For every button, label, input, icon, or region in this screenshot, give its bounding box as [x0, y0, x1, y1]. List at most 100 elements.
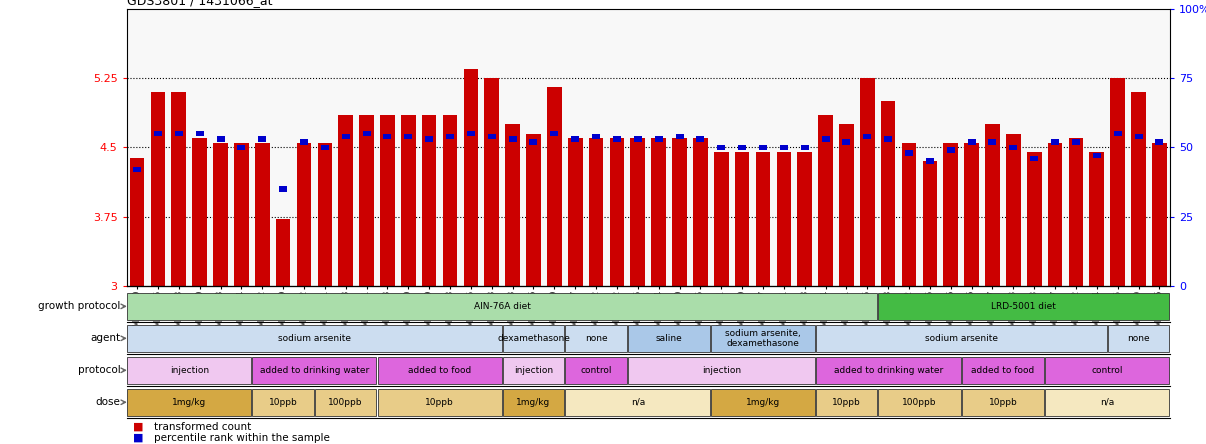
- Bar: [548, 87, 562, 286]
- Bar: [1072, 139, 1079, 145]
- Bar: [631, 138, 645, 286]
- Text: 10ppb: 10ppb: [426, 398, 453, 407]
- Bar: [566, 325, 627, 352]
- Bar: [505, 124, 520, 286]
- Bar: [589, 138, 603, 286]
- Bar: [503, 325, 564, 352]
- Text: 1mg/kg: 1mg/kg: [172, 398, 206, 407]
- Bar: [1155, 139, 1164, 145]
- Bar: [628, 357, 814, 384]
- Text: GDS3801 / 1431066_at: GDS3801 / 1431066_at: [127, 0, 273, 7]
- Text: transformed count: transformed count: [154, 422, 252, 432]
- Bar: [902, 143, 917, 286]
- Bar: [509, 136, 516, 142]
- Bar: [359, 115, 374, 286]
- Text: LRD-5001 diet: LRD-5001 diet: [991, 302, 1056, 311]
- Bar: [422, 115, 437, 286]
- Bar: [712, 325, 814, 352]
- Bar: [195, 131, 204, 136]
- Text: dose: dose: [95, 397, 121, 407]
- Bar: [128, 293, 877, 320]
- Bar: [1030, 156, 1038, 161]
- Bar: [321, 145, 329, 150]
- Text: n/a: n/a: [1100, 398, 1114, 407]
- Bar: [609, 138, 625, 286]
- Text: ■: ■: [133, 433, 144, 443]
- Text: added to drinking water: added to drinking water: [259, 366, 369, 375]
- Bar: [1048, 143, 1062, 286]
- Bar: [777, 152, 791, 286]
- Bar: [759, 145, 767, 150]
- Bar: [712, 388, 814, 416]
- Bar: [756, 152, 771, 286]
- Bar: [217, 136, 224, 142]
- Bar: [446, 134, 453, 139]
- Bar: [967, 139, 976, 145]
- Bar: [818, 115, 833, 286]
- Bar: [734, 152, 749, 286]
- Bar: [252, 388, 314, 416]
- Bar: [943, 143, 958, 286]
- Bar: [1046, 388, 1169, 416]
- Bar: [377, 388, 502, 416]
- Bar: [503, 357, 564, 384]
- Bar: [317, 143, 332, 286]
- Bar: [965, 143, 979, 286]
- Bar: [651, 138, 666, 286]
- Bar: [363, 131, 370, 136]
- Bar: [880, 101, 896, 286]
- Text: sodium arsenite: sodium arsenite: [277, 334, 351, 343]
- Bar: [592, 134, 601, 139]
- Text: control: control: [580, 366, 611, 375]
- Bar: [839, 124, 854, 286]
- Text: 10ppb: 10ppb: [832, 398, 861, 407]
- Bar: [566, 388, 710, 416]
- Text: AIN-76A diet: AIN-76A diet: [474, 302, 531, 311]
- Bar: [339, 115, 353, 286]
- Bar: [384, 134, 392, 139]
- Bar: [128, 357, 251, 384]
- Bar: [566, 357, 627, 384]
- Text: sodium arsenite: sodium arsenite: [925, 334, 997, 343]
- Bar: [923, 161, 937, 286]
- Bar: [655, 136, 662, 142]
- Bar: [130, 159, 145, 286]
- Bar: [154, 131, 162, 136]
- Text: growth protocol: growth protocol: [39, 301, 121, 311]
- Bar: [467, 131, 475, 136]
- Bar: [1113, 131, 1122, 136]
- Bar: [254, 143, 270, 286]
- Bar: [1089, 152, 1105, 286]
- Bar: [884, 136, 892, 142]
- Bar: [718, 145, 725, 150]
- Bar: [926, 159, 933, 164]
- Text: injection: injection: [170, 366, 209, 375]
- Bar: [1069, 138, 1083, 286]
- Bar: [550, 131, 558, 136]
- Bar: [878, 388, 960, 416]
- Bar: [628, 325, 710, 352]
- Bar: [463, 69, 479, 286]
- Bar: [1046, 357, 1169, 384]
- Bar: [128, 388, 251, 416]
- Bar: [815, 388, 877, 416]
- Bar: [300, 139, 308, 145]
- Text: ■: ■: [133, 422, 144, 432]
- Bar: [128, 325, 502, 352]
- Bar: [1093, 153, 1101, 159]
- Text: injection: injection: [514, 366, 554, 375]
- Bar: [297, 143, 311, 286]
- Bar: [526, 134, 540, 286]
- Bar: [863, 134, 871, 139]
- Text: 10ppb: 10ppb: [269, 398, 298, 407]
- Text: injection: injection: [702, 366, 740, 375]
- Bar: [192, 138, 207, 286]
- Bar: [801, 145, 809, 150]
- Text: 10ppb: 10ppb: [989, 398, 1018, 407]
- Text: n/a: n/a: [631, 398, 645, 407]
- Bar: [672, 138, 687, 286]
- Bar: [989, 139, 996, 145]
- Bar: [503, 388, 564, 416]
- Bar: [947, 147, 955, 153]
- Bar: [279, 186, 287, 192]
